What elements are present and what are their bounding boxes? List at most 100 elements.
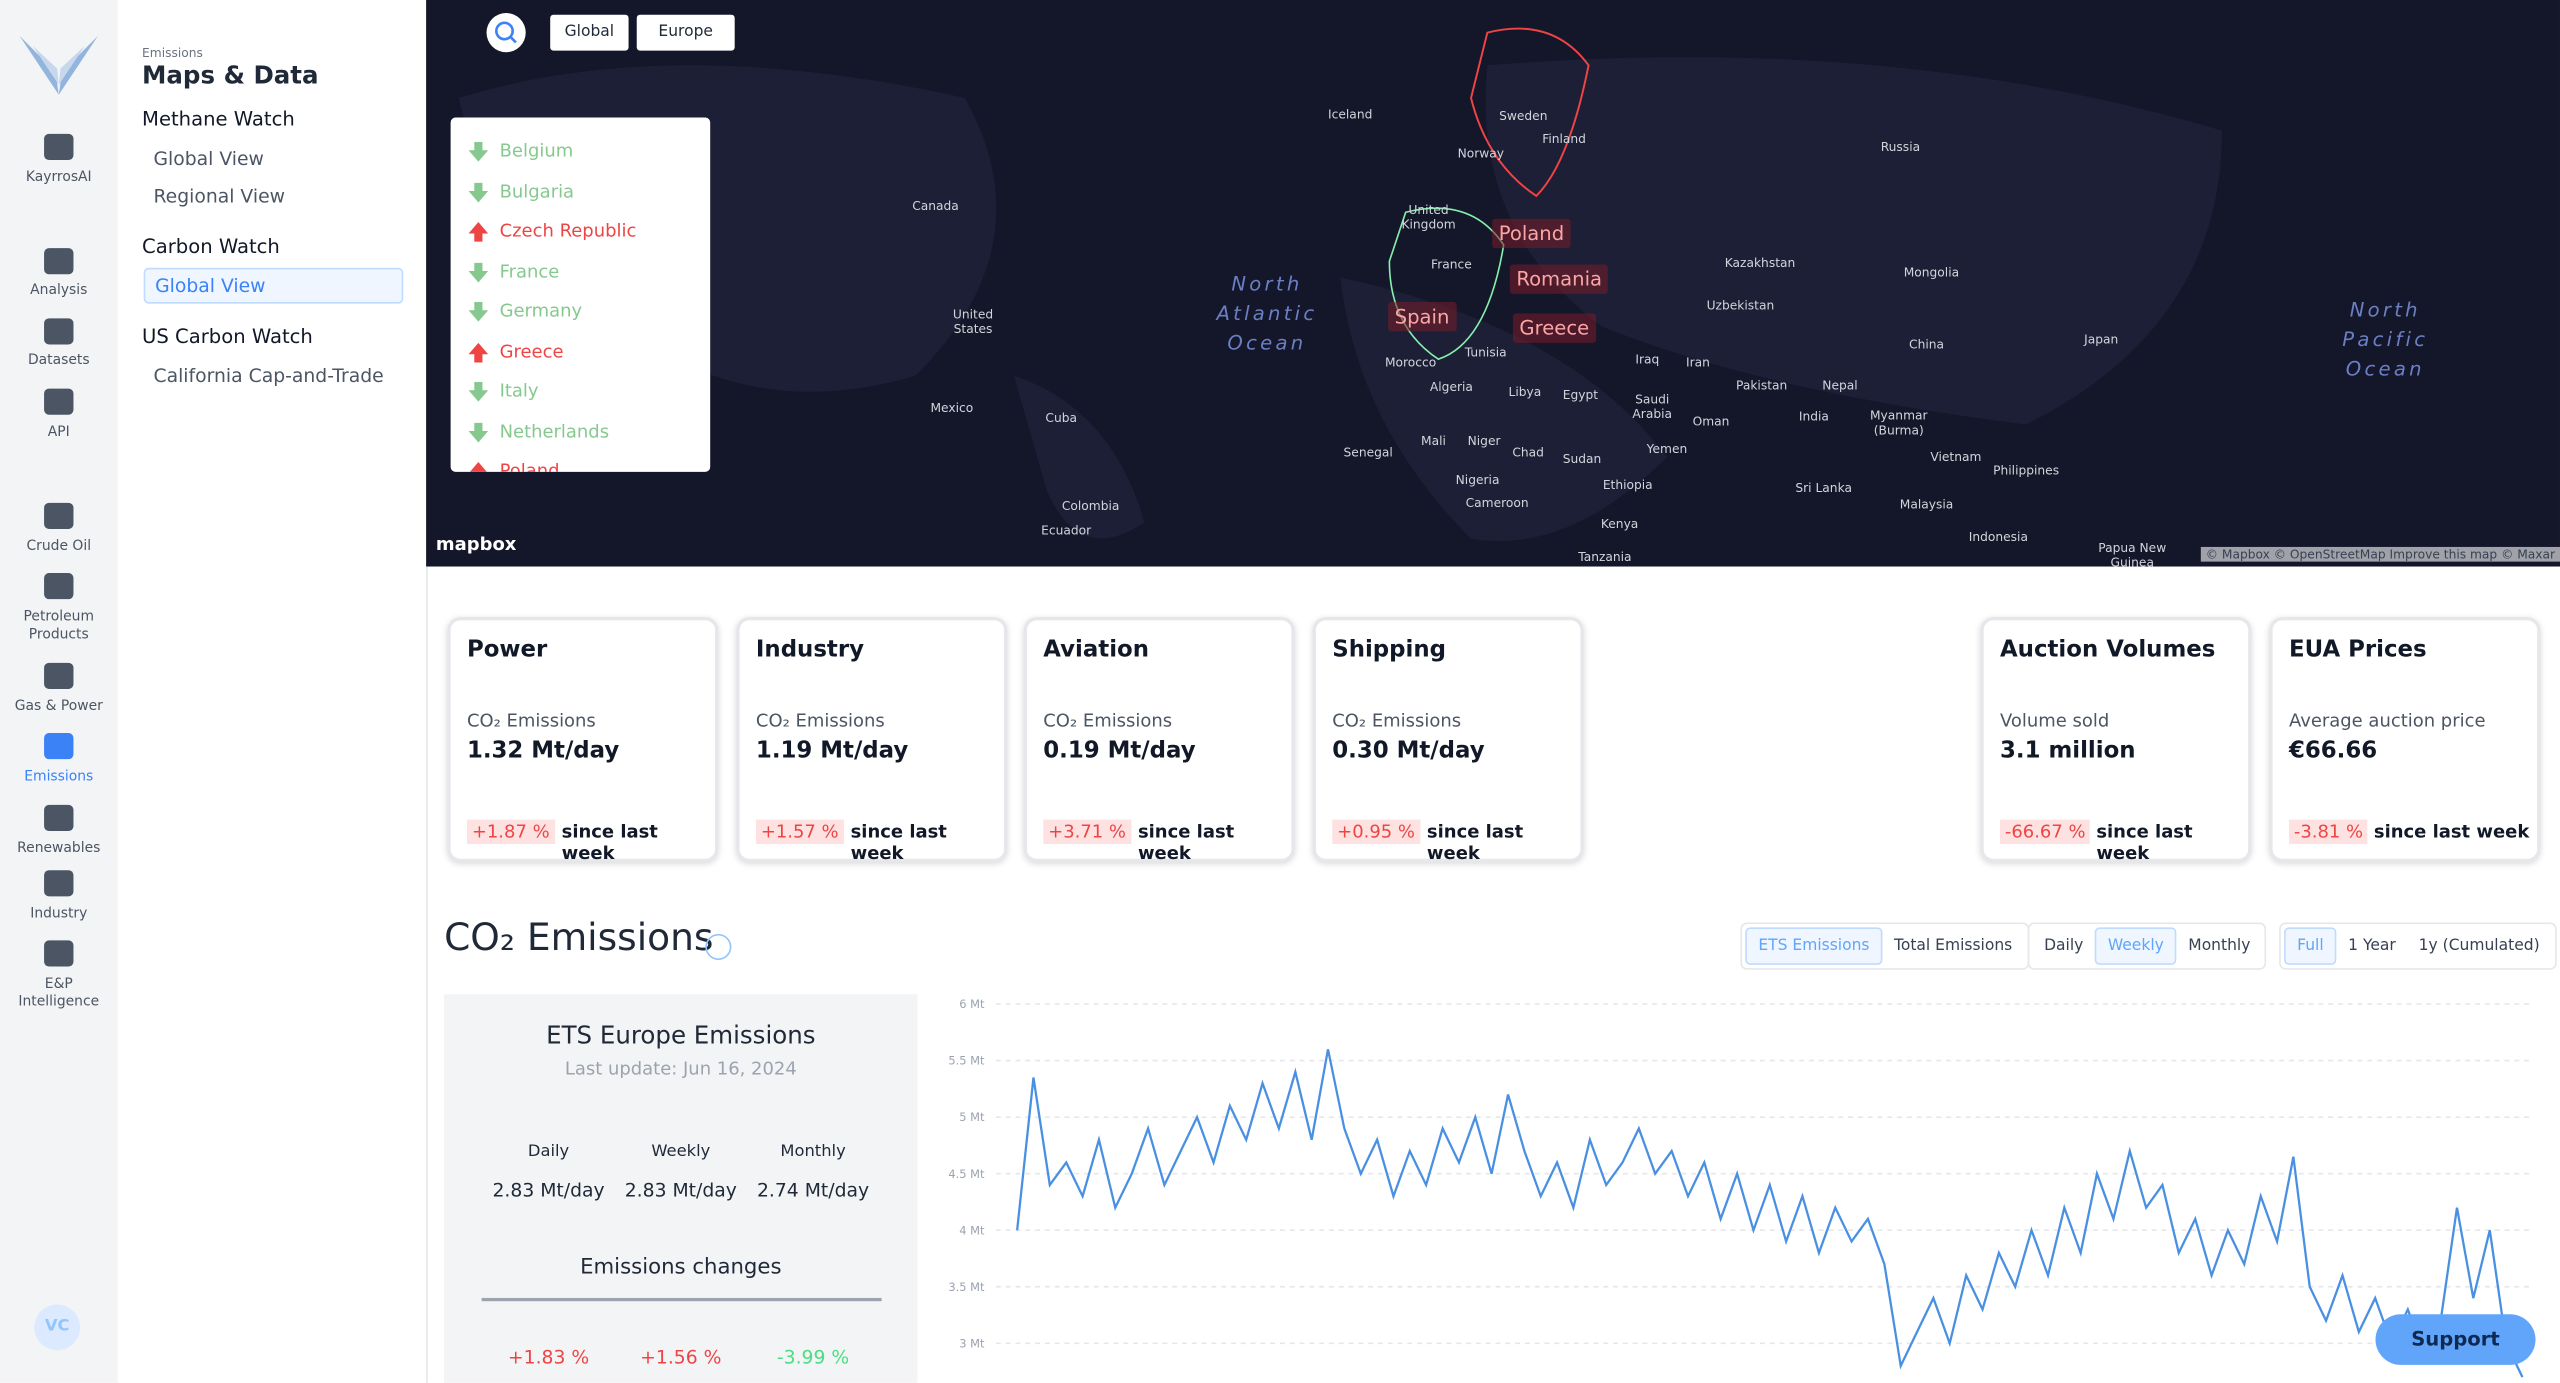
toggle-button[interactable]: ETS Emissions	[1745, 927, 1883, 965]
rail-icon[interactable]	[44, 502, 74, 529]
trend-arrow	[468, 222, 489, 242]
map-label: Sweden	[1499, 108, 1548, 124]
country-name[interactable]: Greece	[499, 340, 564, 362]
toggle-button[interactable]: Daily	[2044, 937, 2084, 956]
map-label: Finland	[1542, 131, 1586, 147]
country-name[interactable]: France	[499, 260, 560, 282]
map-label: Senegal	[1343, 444, 1393, 460]
rail-label[interactable]: Renewables	[17, 840, 101, 858]
column-value: 2.83 Mt/day	[492, 1178, 605, 1202]
support-button[interactable]: Support	[2375, 1314, 2536, 1365]
rail-icon[interactable]	[44, 318, 74, 345]
nav-item[interactable]: Global View	[143, 267, 404, 304]
rail-label[interactable]: Crude Oil	[26, 538, 92, 556]
since-text: since last week	[1426, 821, 1524, 864]
country-name[interactable]: Poland	[499, 460, 560, 472]
map-label: Algeria	[1429, 379, 1473, 395]
card-title: EUA Prices	[2288, 636, 2427, 663]
trend-arrow	[468, 382, 489, 402]
trend-arrow	[468, 422, 489, 442]
column-value: 2.83 Mt/day	[624, 1178, 737, 1202]
map-label: Tunisia	[1464, 345, 1507, 360]
country-name[interactable]: Germany	[499, 300, 583, 322]
rail-label[interactable]: Industry	[30, 906, 88, 923]
map-label: Egypt	[1562, 387, 1599, 403]
map-label: Vietnam	[1930, 449, 1982, 465]
region-label[interactable]: Greece	[1512, 313, 1596, 343]
map-label: India	[1798, 408, 1829, 424]
map-label: Russia	[1880, 139, 1921, 155]
kpi-card: Industry CO₂ Emissions 1.19 Mt/day +1.57 % s…	[736, 617, 1008, 864]
map-label: Japan	[2084, 332, 2119, 347]
kpi-card: Auction Volumes Volume sold 3.1 million -66…	[1980, 617, 2252, 864]
toggle-button[interactable]: Full	[2284, 927, 2337, 965]
toggle-button[interactable]: Total Emissions	[1894, 937, 2013, 956]
trend-arrow	[469, 462, 487, 472]
trend-icon	[468, 142, 489, 162]
rail-icon[interactable]	[44, 804, 74, 832]
nav-item[interactable]: Global View	[153, 146, 264, 170]
y-tick-label: 3 Mt	[959, 1336, 985, 1350]
map-label: China	[1909, 337, 1945, 352]
rail-label[interactable]: Analysis	[30, 282, 88, 299]
country-name[interactable]: Bulgaria	[499, 180, 575, 202]
country-name[interactable]: Netherlands	[499, 420, 610, 442]
country-name[interactable]: Italy	[499, 380, 539, 402]
rail-label[interactable]: Datasets	[27, 352, 90, 369]
toggle-button[interactable]: Monthly	[2188, 937, 2251, 956]
nav-item[interactable]: Regional View	[153, 184, 285, 208]
rail-label[interactable]: Petroleum Products	[23, 608, 95, 644]
column-change: +1.56 %	[640, 1345, 722, 1369]
column-label: Monthly	[780, 1142, 846, 1161]
region-label[interactable]: Poland	[1492, 218, 1571, 249]
card-value: 0.30 Mt/day	[1332, 737, 1485, 765]
y-tick-label: 4.5 Mt	[948, 1167, 985, 1181]
rail-icon[interactable]	[44, 133, 74, 160]
rail-icon[interactable]	[44, 870, 74, 897]
map-label: Colombia	[1061, 498, 1120, 514]
country-name[interactable]: Czech Republic	[499, 220, 637, 242]
rail-icon[interactable]	[44, 733, 74, 760]
rail-label[interactable]: Gas & Power	[14, 698, 103, 716]
map[interactable]: Global Europe Iceland Sweden Finland Norway Ru…	[426, 0, 2560, 567]
rail-icon[interactable]	[44, 662, 74, 689]
search-button[interactable]	[486, 13, 526, 53]
trend-icon	[468, 342, 489, 362]
toggle-button[interactable]: 1y (Cumulated)	[2418, 937, 2540, 956]
sidebar-title: Maps & Data	[142, 60, 319, 90]
rail-icon[interactable]	[44, 940, 74, 967]
breadcrumb[interactable]: Global	[550, 14, 629, 51]
map-label: Ecuador	[1041, 523, 1092, 538]
trend-icon	[468, 182, 489, 202]
card-metric: CO₂ Emissions	[1332, 710, 1462, 732]
rail-label[interactable]: API	[47, 424, 70, 441]
rail-icon[interactable]	[44, 248, 74, 275]
map-label: Sudan	[1562, 451, 1602, 467]
toggle-button[interactable]: Weekly	[2094, 927, 2177, 965]
region-label[interactable]: Romania	[1509, 264, 1609, 294]
card-value: 1.32 Mt/day	[466, 737, 620, 765]
change-badge: -66.67 %	[1999, 819, 2091, 845]
country-name[interactable]: Belgium	[499, 140, 574, 162]
country-list[interactable]: Belgium Bulgaria Czech Republic France Germa…	[450, 117, 711, 472]
rail-label[interactable]: KayrrosAI	[25, 169, 92, 187]
region-label[interactable]: Spain	[1388, 302, 1456, 332]
toggle-button[interactable]: 1 Year	[2348, 937, 2396, 956]
map-label: Canada	[912, 198, 959, 214]
since-text: since last week	[2373, 821, 2530, 843]
help-icon[interactable]	[705, 933, 732, 960]
nav-item[interactable]: California Cap-and-Trade	[153, 364, 384, 387]
rail-icon[interactable]	[44, 388, 74, 415]
y-tick-label: 3.5 Mt	[948, 1280, 985, 1294]
card-title: Shipping	[1332, 636, 1447, 663]
rail-icon[interactable]	[44, 573, 74, 600]
map-label: Yemen	[1646, 441, 1688, 457]
rail-label[interactable]: E&P Intelligence	[18, 976, 100, 1011]
rail-label[interactable]: Emissions	[24, 768, 94, 786]
breadcrumb[interactable]: Europe	[636, 14, 735, 51]
change-badge: +0.95 %	[1332, 819, 1420, 845]
eyebrow: Emissions	[142, 45, 203, 61]
avatar[interactable]: VC	[34, 1304, 80, 1351]
map-label: Myanmar (Burma)	[1869, 408, 1928, 438]
